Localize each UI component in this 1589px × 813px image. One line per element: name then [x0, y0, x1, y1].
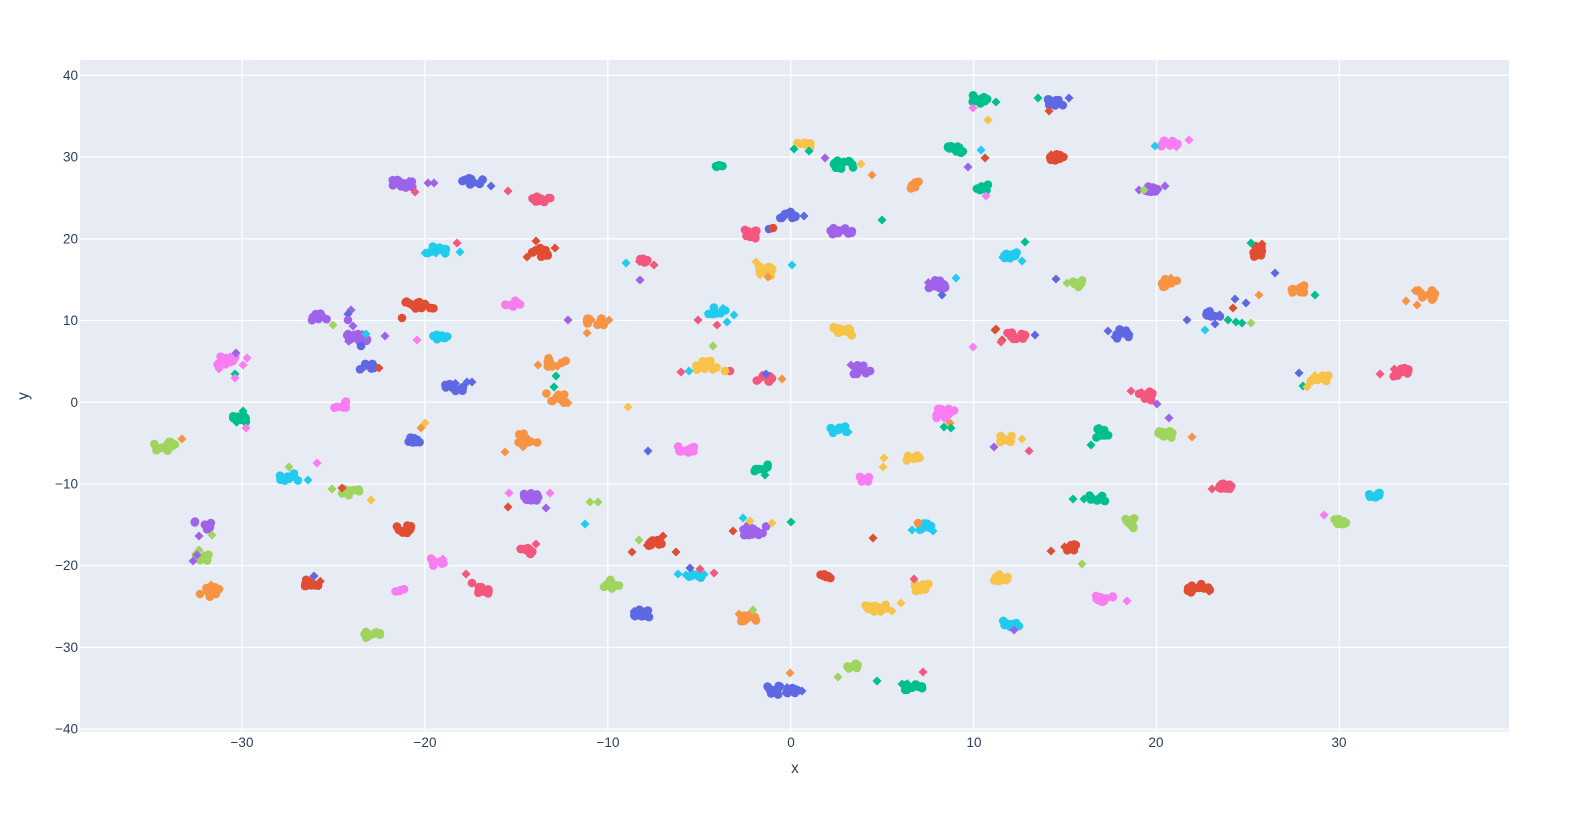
svg-text:20: 20	[1148, 735, 1163, 750]
svg-text:10: 10	[966, 735, 981, 750]
svg-text:30: 30	[1331, 735, 1346, 750]
svg-text:20: 20	[63, 231, 78, 246]
svg-text:0: 0	[787, 735, 795, 750]
svg-text:40: 40	[63, 68, 78, 83]
svg-text:30: 30	[63, 150, 78, 165]
svg-text:−10: −10	[597, 735, 620, 750]
svg-text:−30: −30	[231, 735, 254, 750]
svg-text:y: y	[15, 392, 32, 400]
svg-text:−40: −40	[55, 722, 78, 737]
svg-text:−10: −10	[55, 477, 78, 492]
svg-text:−20: −20	[414, 735, 437, 750]
svg-text:0: 0	[70, 395, 78, 410]
svg-text:x: x	[791, 760, 799, 777]
svg-text:−20: −20	[55, 558, 78, 573]
svg-text:−30: −30	[55, 640, 78, 655]
svg-text:10: 10	[63, 313, 78, 328]
